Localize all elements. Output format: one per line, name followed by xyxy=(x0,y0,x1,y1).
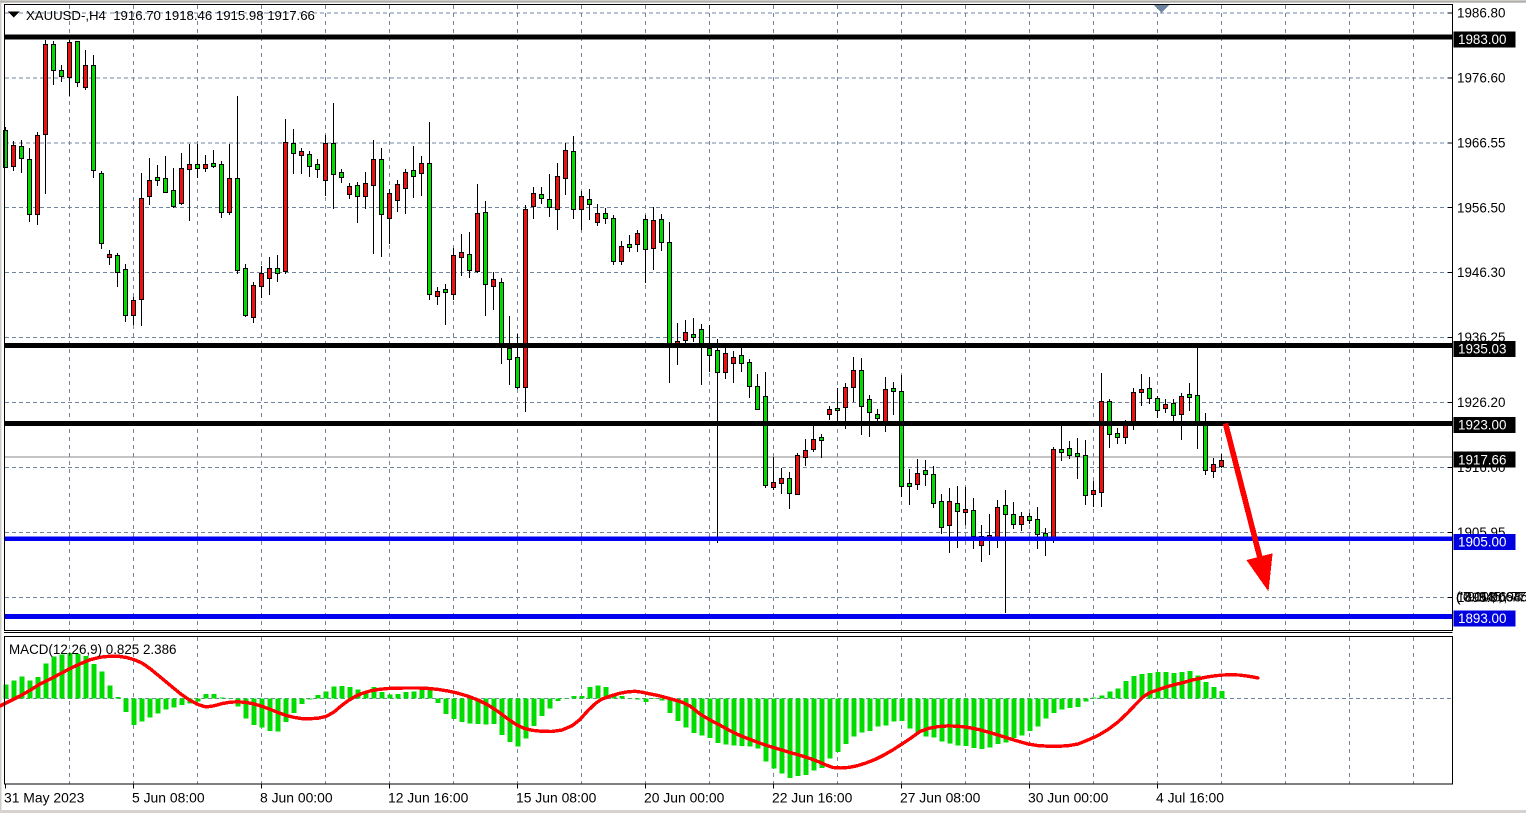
svg-text:('7.118', 645.6, 1456): ('7.118', 645.6, 1456) xyxy=(1456,590,1526,605)
svg-text:8 Jun 00:00: 8 Jun 00:00 xyxy=(260,790,333,806)
svg-text:1893.00: 1893.00 xyxy=(1458,611,1506,626)
svg-text:5 Jun 08:00: 5 Jun 08:00 xyxy=(132,790,205,806)
svg-text:1983.00: 1983.00 xyxy=(1458,32,1506,47)
svg-text:15 Jun 08:00: 15 Jun 08:00 xyxy=(516,790,597,806)
svg-text:12 Jun 16:00: 12 Jun 16:00 xyxy=(388,790,469,806)
svg-text:1946.30: 1946.30 xyxy=(1457,265,1505,280)
svg-text:1956.50: 1956.50 xyxy=(1457,200,1505,215)
svg-text:1935.03: 1935.03 xyxy=(1458,342,1506,357)
svg-text:31 May 2023: 31 May 2023 xyxy=(4,790,85,806)
svg-text:4 Jul 16:00: 4 Jul 16:00 xyxy=(1156,790,1224,806)
svg-text:('0.00', 698.3, 1456): ('0.00', 698.3, 1456) xyxy=(1456,590,1526,605)
svg-text:27 Jun 08:00: 27 Jun 08:00 xyxy=(900,790,981,806)
svg-text:30 Jun 00:00: 30 Jun 00:00 xyxy=(1028,790,1109,806)
svg-text:1923.00: 1923.00 xyxy=(1458,418,1506,433)
svg-text:1905.00: 1905.00 xyxy=(1458,535,1506,550)
svg-text:('-9.945', 774.3, 1454.2): ('-9.945', 774.3, 1454.2) xyxy=(1456,590,1526,605)
svg-text:1966.55: 1966.55 xyxy=(1457,135,1505,150)
svg-text:1976.60: 1976.60 xyxy=(1457,70,1505,85)
svg-text:1917.66: 1917.66 xyxy=(1458,453,1506,468)
svg-text:1926.20: 1926.20 xyxy=(1457,395,1505,410)
svg-text:22 Jun 16:00: 22 Jun 16:00 xyxy=(772,790,853,806)
svg-text:20 Jun 00:00: 20 Jun 00:00 xyxy=(644,790,725,806)
svg-text:1895.90: 1895.90 xyxy=(1457,590,1505,605)
svg-text:1986.80: 1986.80 xyxy=(1457,6,1505,21)
svg-text:XAUUSD-,H4 1916.70 1918.46 19: XAUUSD-,H4 1916.70 1918.46 1915.98 1917.… xyxy=(26,8,315,23)
svg-text:MACD(12,26,9) 0.825 2.386: MACD(12,26,9) 0.825 2.386 xyxy=(9,642,176,657)
